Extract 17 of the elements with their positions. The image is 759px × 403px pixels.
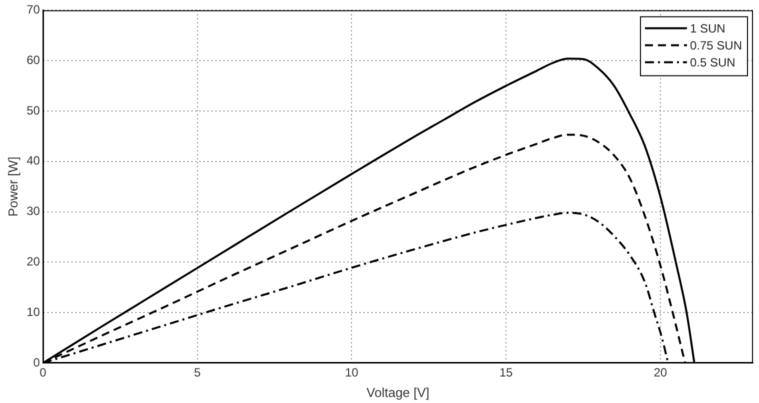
legend-label: 1 SUN (690, 22, 726, 36)
legend-label: 0.5 SUN (690, 56, 736, 70)
y-tick-label: 30 (26, 204, 40, 218)
y-tick-label: 10 (26, 304, 40, 319)
y-tick-label: 20 (26, 254, 40, 269)
y-tick-label: 50 (26, 103, 40, 118)
x-tick-label: 20 (654, 366, 668, 380)
x-axis-title: Voltage [V] (366, 384, 430, 400)
x-tick-label: 15 (499, 366, 514, 380)
y-tick-label: 0 (33, 355, 40, 370)
legend-label: 0.75 SUN (690, 38, 742, 53)
x-tick-label: 5 (194, 366, 201, 380)
y-tick-label: 40 (26, 154, 40, 168)
y-tick-label: 60 (26, 52, 40, 67)
y-axis-title: Power [W] (5, 156, 20, 217)
x-tick-label: 10 (344, 366, 359, 380)
y-tick-label: 70 (26, 2, 40, 17)
